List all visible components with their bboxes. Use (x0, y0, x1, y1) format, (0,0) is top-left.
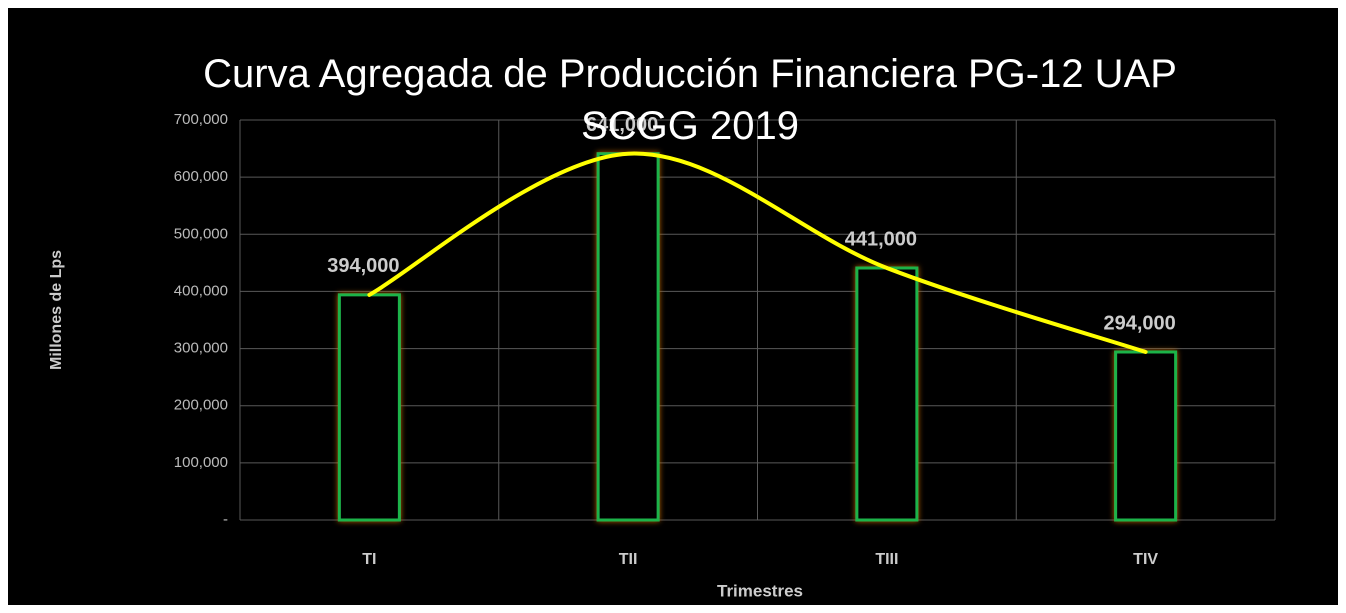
chart-background: Millones de Lps Trimestres - 100,000 200,0… (8, 8, 1338, 605)
chart: Millones de Lps Trimestres - 100,000 200,0… (48, 111, 1276, 600)
data-label: 294,000 (1103, 312, 1175, 334)
marks (337, 151, 1178, 522)
y-tick-label: 700,000 (174, 111, 228, 128)
data-label: 394,000 (327, 255, 399, 277)
bar (596, 152, 660, 522)
y-tick-label: - (223, 511, 228, 528)
y-tick-label: 600,000 (174, 168, 228, 185)
bar (855, 266, 919, 522)
data-label: 441,000 (845, 228, 917, 250)
bar (1114, 350, 1178, 522)
x-tick-label: TI (362, 551, 376, 568)
y-tick-label: 300,000 (174, 340, 228, 357)
y-tick-label: 400,000 (174, 282, 228, 299)
x-tick-label: TII (619, 551, 638, 568)
chart-title: Curva Agregada de Producción Financiera … (203, 52, 1177, 148)
y-axis-label: Millones de Lps (48, 250, 65, 370)
bar (337, 293, 401, 522)
data-label: 641,000 (586, 114, 658, 136)
x-axis-label: Trimestres (717, 581, 803, 600)
x-tick-label: TIII (875, 551, 898, 568)
trend-line (367, 151, 1148, 354)
y-tick-label: 100,000 (174, 454, 228, 471)
x-tick-label: TIV (1133, 551, 1158, 568)
grid (239, 119, 1276, 521)
y-tick-label: 500,000 (174, 225, 228, 242)
y-tick-label: 200,000 (174, 397, 228, 414)
